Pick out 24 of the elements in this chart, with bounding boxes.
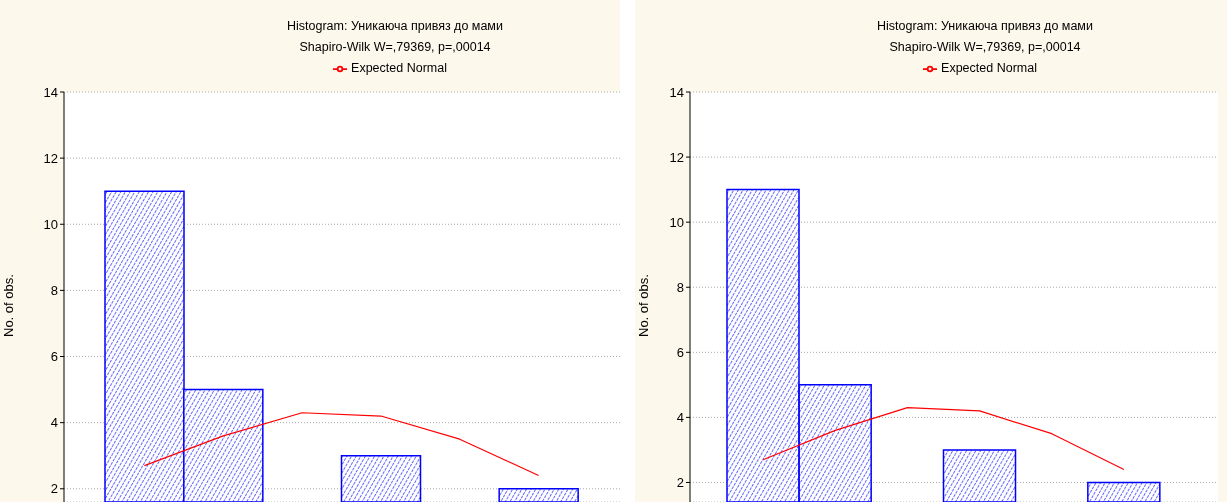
- y-tick-label: 2: [50, 481, 58, 497]
- chart-title: Histogram: Уникаюча привяз до мами: [876, 18, 1094, 35]
- chart-subtitle: Shapiro-Wilk W=,79369, p=,00014: [888, 39, 1082, 56]
- y-tick-label: 12: [43, 150, 58, 166]
- y-axis-title: No. of obs.: [635, 274, 651, 337]
- legend-label: Expected Normal: [941, 61, 1037, 75]
- chart-title: Histogram: Уникаюча привяз до мами: [286, 18, 504, 35]
- y-tick-label: 6: [50, 349, 58, 365]
- y-tick-label: 14: [669, 84, 684, 100]
- line-series: [762, 407, 1125, 471]
- y-tick-label: 4: [676, 410, 684, 426]
- y-tick-label: 10: [669, 214, 684, 230]
- y-tick-label: 12: [669, 149, 684, 165]
- y-axis-title: No. of obs.: [0, 274, 16, 337]
- chart-subtitle: Shapiro-Wilk W=,79369, p=,00014: [298, 39, 492, 56]
- y-tick-label: 8: [50, 283, 58, 298]
- legend-label: Expected Normal: [351, 61, 447, 75]
- y-tick-label: 10: [43, 216, 58, 232]
- y-tick-label: 6: [676, 344, 684, 360]
- line-series: [143, 412, 540, 477]
- y-tick-label: 2: [676, 475, 684, 491]
- y-tick-label: 8: [676, 279, 684, 295]
- y-tick-label: 14: [43, 84, 58, 100]
- y-tick-label: 4: [50, 415, 58, 431]
